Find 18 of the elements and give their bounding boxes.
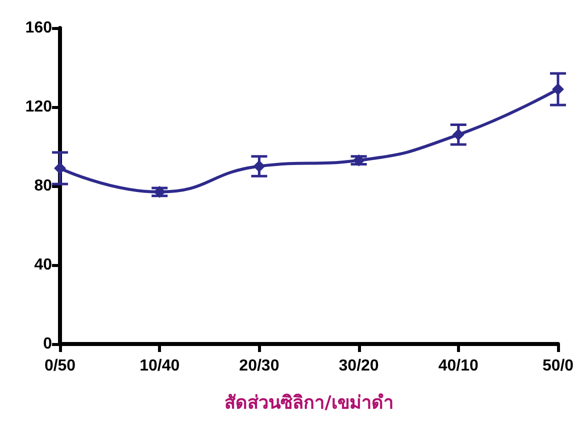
point (452, 128, 464, 141)
point (253, 160, 266, 172)
y-tick-label: 40 (34, 256, 52, 274)
y-tick-label: 80 (34, 178, 52, 194)
x-tick-label: 40/10 (438, 358, 479, 374)
point (154, 186, 166, 198)
y-tick-label: 160 (25, 20, 52, 36)
x-tick-label: 30/20 (338, 358, 379, 374)
y-tick-label: 120 (25, 98, 52, 116)
point (352, 154, 365, 166)
x-axis-title: สัดส่วนซิลิกา/เขม่าดำ (224, 392, 394, 414)
x-tick-label: 0/50 (44, 358, 76, 374)
y-tick-label: 0 (43, 336, 52, 352)
x-tick-label: 20/30 (239, 358, 280, 374)
point (54, 162, 66, 174)
x-tick-label: 50/0 (542, 358, 574, 374)
point (552, 83, 564, 96)
x-tick-label: 10/40 (140, 358, 180, 374)
